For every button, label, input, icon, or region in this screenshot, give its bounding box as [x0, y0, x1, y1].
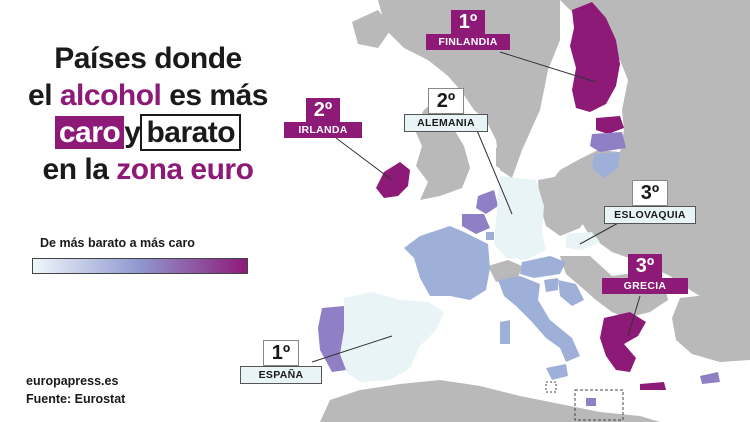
- leader-line-greece: [627, 295, 641, 337]
- france-shape: [404, 226, 490, 300]
- leader-line-germany: [475, 127, 513, 215]
- label-finlandia: 1º FINLANDIA: [426, 10, 510, 50]
- label-eslovaquia-name: ESLOVAQUIA: [604, 206, 696, 224]
- title-barato-badge: barato: [140, 114, 242, 151]
- label-finlandia-name: FINLANDIA: [426, 34, 510, 50]
- label-eslovaquia: 3º ESLOVAQUIA: [604, 180, 696, 224]
- czech-poland: [538, 176, 590, 236]
- title-line-4: en la zona euro: [22, 151, 274, 188]
- title-line-3: caro y barato: [22, 114, 274, 151]
- label-grecia-rank: 3º: [627, 254, 663, 278]
- turkey: [672, 290, 750, 362]
- label-alemania: 2º ALEMANIA: [404, 88, 488, 132]
- eastern-europe: [548, 0, 750, 300]
- label-grecia: 3º GRECIA: [602, 254, 688, 294]
- leader-line-spain: [311, 335, 393, 363]
- label-espana-name: ESPAÑA: [240, 366, 322, 384]
- scandinavia-region: [378, 0, 560, 178]
- label-alemania-rank: 2º: [427, 88, 465, 114]
- title-line-1: Países donde: [54, 42, 242, 75]
- iceland-area: [352, 10, 392, 48]
- malta-shape: [586, 398, 596, 406]
- netherlands-shape: [476, 190, 498, 214]
- portugal-shape: [318, 306, 346, 372]
- estonia-shape: [596, 116, 624, 134]
- leader-line-finland: [499, 51, 597, 83]
- title-highlight-zona-euro: zona euro: [116, 153, 254, 186]
- italy-shape: [498, 276, 580, 362]
- ireland-shape: [376, 162, 410, 198]
- cyprus-shape: [700, 372, 720, 384]
- small-inset-box: [545, 381, 557, 393]
- sardinia-shape: [500, 320, 510, 344]
- label-eslovaquia-rank: 3º: [631, 180, 669, 206]
- luxembourg-shape: [486, 232, 494, 240]
- north-africa: [320, 380, 660, 422]
- title-line-2-prefix: el: [28, 79, 60, 112]
- switzerland: [488, 260, 522, 282]
- label-irlanda-name: IRLANDA: [284, 122, 362, 138]
- legend-title: De más barato a más caro: [40, 236, 195, 250]
- label-finlandia-rank: 1º: [450, 10, 486, 34]
- legend-gradient-bar: [32, 258, 248, 274]
- title-highlight-alcohol: alcohol: [59, 79, 162, 112]
- belgium-shape: [462, 214, 490, 234]
- page-title: Países donde el alcohol es más caro y bara…: [22, 40, 274, 188]
- title-y: y: [124, 116, 141, 149]
- sicily-shape: [546, 364, 568, 380]
- title-line-2-suffix: es más: [161, 79, 268, 112]
- leader-line-ireland: [335, 137, 393, 181]
- label-espana-rank: 1º: [262, 340, 300, 366]
- croatia-shape: [558, 280, 584, 306]
- crete-shape: [640, 382, 666, 390]
- label-grecia-name: GRECIA: [602, 278, 688, 294]
- latvia-shape: [590, 132, 626, 152]
- slovenia-shape: [544, 278, 558, 292]
- label-irlanda: 2º IRLANDA: [284, 98, 362, 138]
- germany-shape: [494, 176, 546, 260]
- greece-shape: [600, 312, 646, 372]
- leader-line-slovakia: [579, 221, 621, 245]
- title-caro-badge: caro: [54, 116, 125, 149]
- lithuania-shape: [592, 152, 620, 178]
- denmark: [496, 142, 514, 172]
- slovakia-shape: [566, 232, 600, 250]
- source-line: Fuente: Eurostat: [26, 392, 126, 406]
- label-alemania-name: ALEMANIA: [404, 114, 488, 132]
- austria-shape: [520, 256, 566, 278]
- label-espana: 1º ESPAÑA: [240, 340, 322, 384]
- source-brand: europapress.es: [26, 374, 119, 388]
- title-line-2: el alcohol es más: [22, 77, 274, 114]
- finland-shape: [570, 2, 620, 112]
- label-irlanda-rank: 2º: [305, 98, 341, 122]
- malta-inset-box: [574, 389, 624, 421]
- title-line-4-prefix: en la: [42, 153, 117, 186]
